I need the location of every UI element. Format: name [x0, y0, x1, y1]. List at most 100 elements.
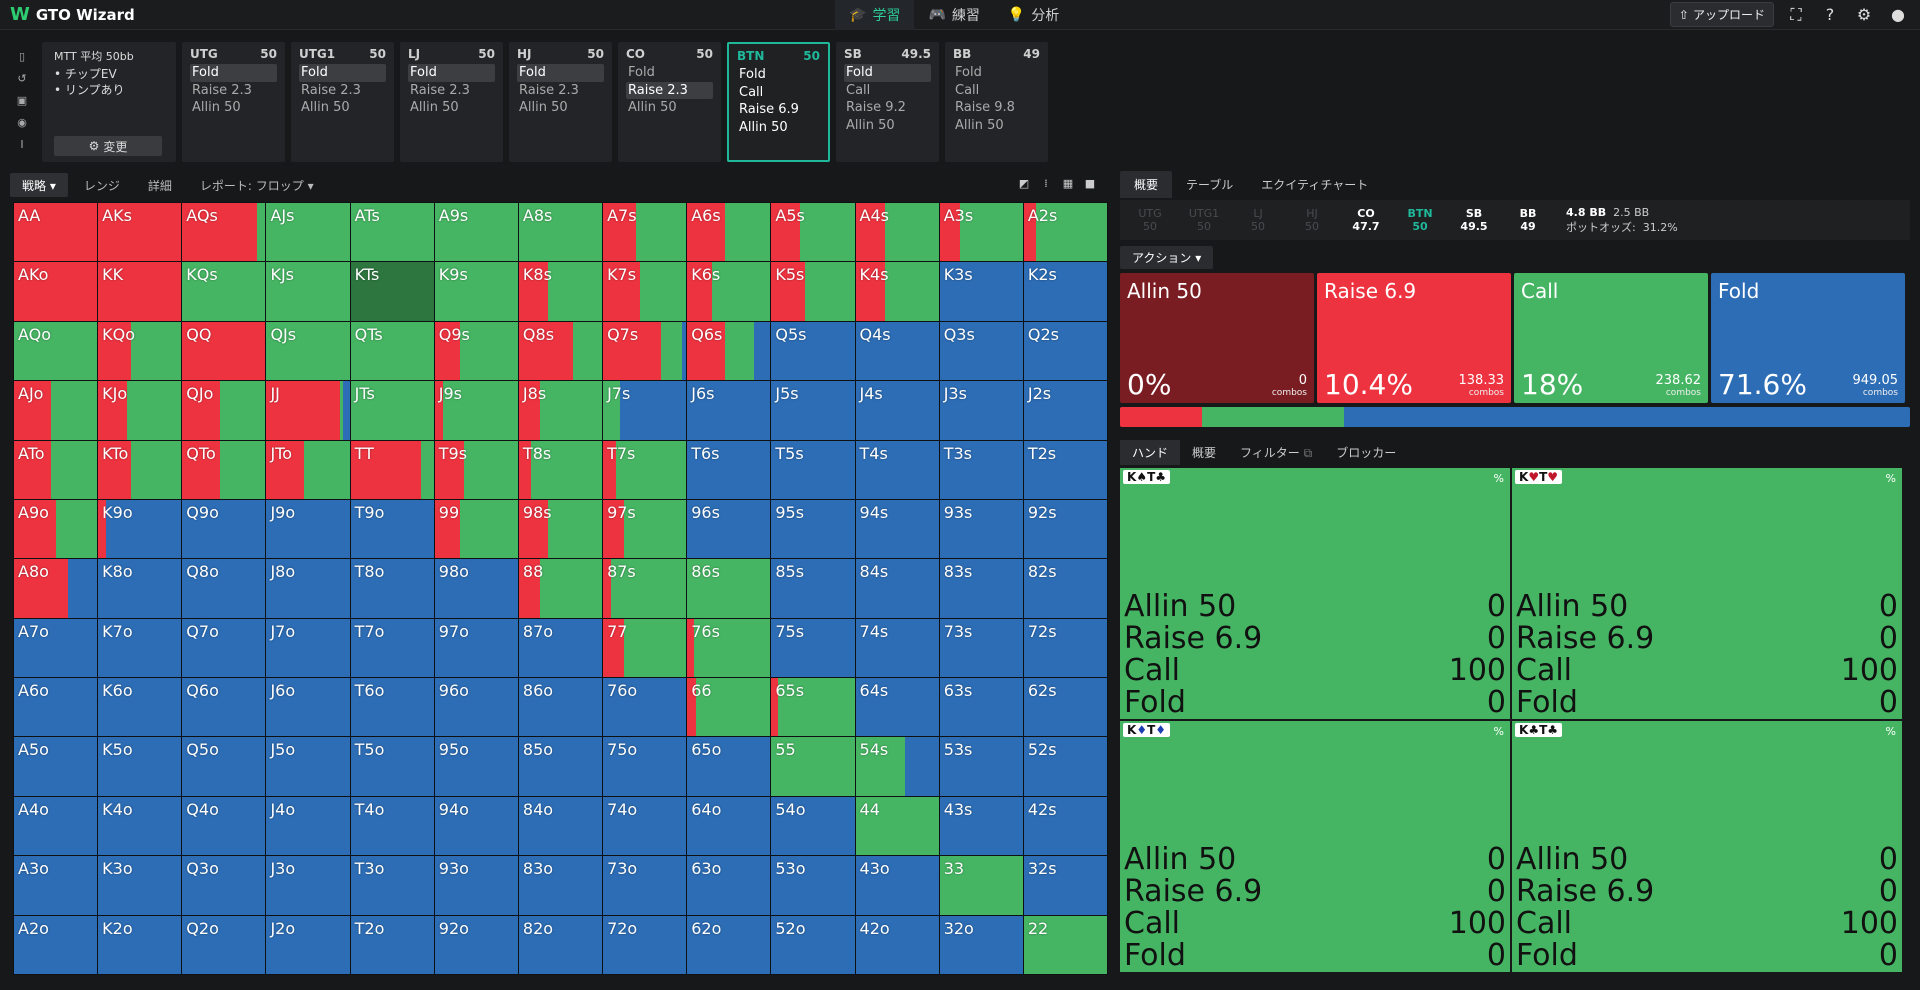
seat-action-option[interactable]: Raise 2.3 — [192, 82, 252, 98]
hand-cell[interactable]: T8o — [350, 559, 434, 618]
hand-cell[interactable]: A7o — [14, 618, 98, 678]
hand-cell[interactable]: K6o — [98, 678, 182, 737]
seat-action-option[interactable]: Fold — [844, 64, 931, 82]
hand-cell[interactable]: 62s — [1023, 678, 1107, 737]
hand-cell[interactable]: J9o — [266, 499, 350, 559]
hand-cell[interactable]: J4s — [855, 381, 939, 440]
hand-cell[interactable]: J2o — [266, 915, 350, 974]
seat-hj[interactable]: HJ 50 Fold Raise 2.3 Allin 50 — [509, 42, 612, 162]
seat-action-option[interactable]: Allin 50 — [955, 117, 1004, 133]
hand-cell[interactable]: AJs — [266, 203, 350, 262]
seat-action-option[interactable]: Allin 50 — [739, 119, 788, 135]
seat-action-option[interactable]: Fold — [628, 65, 655, 80]
hand-cell[interactable]: 85o — [518, 737, 603, 796]
tab-blocker[interactable]: ブロッカー — [1336, 445, 1397, 460]
tab-hand-overview[interactable]: 概要 — [1192, 445, 1217, 460]
hand-cell[interactable]: A8s — [518, 203, 603, 262]
hand-cell[interactable]: KJo — [98, 381, 182, 440]
hand-cell[interactable]: 22 — [1023, 915, 1107, 974]
seat-action-option[interactable]: Fold — [739, 67, 766, 82]
hand-cell[interactable]: 95o — [434, 737, 518, 796]
hand-cell[interactable]: 54s — [855, 737, 939, 796]
hand-cell[interactable]: 55 — [771, 737, 855, 796]
tab-strategy[interactable]: 戦略 ▾ — [10, 173, 68, 197]
seat-action-option[interactable]: Allin 50 — [301, 100, 350, 115]
hand-cell[interactable]: T2o — [350, 915, 434, 974]
hand-cell[interactable]: K7o — [98, 618, 182, 678]
position-bb[interactable]: BB 49 — [1502, 207, 1554, 233]
hand-combo-cell[interactable]: K♠T♣% Allin 50 0 Raise 6.9 0 Call 100 Fold 0 — [1120, 468, 1510, 719]
hand-cell[interactable]: A8o — [14, 559, 98, 618]
hand-cell[interactable]: A3o — [14, 856, 98, 915]
hand-cell[interactable]: Q2s — [1023, 321, 1107, 381]
hand-cell[interactable]: A9s — [434, 203, 518, 262]
hand-cell[interactable]: A4o — [14, 796, 98, 856]
hand-cell[interactable]: 54o — [771, 796, 855, 856]
position-btn[interactable]: BTN 50 — [1394, 207, 1446, 233]
hand-cell[interactable]: 75o — [603, 737, 687, 796]
hand-cell[interactable]: Q8s — [518, 321, 603, 381]
hand-cell[interactable]: 65s — [771, 678, 855, 737]
gear-icon[interactable]: ⚙ — [1856, 5, 1872, 24]
hand-cell[interactable]: KK — [98, 262, 182, 321]
hand-cell[interactable]: T4o — [350, 796, 434, 856]
seat-action-option[interactable]: Raise 9.2 — [846, 100, 906, 115]
hand-cell[interactable]: T8s — [518, 440, 603, 499]
gamepad-icon[interactable]: ◉ — [17, 115, 27, 129]
hand-cell[interactable]: 97o — [434, 618, 518, 678]
seat-action-option[interactable]: Fold — [299, 64, 386, 82]
user-icon[interactable]: ● — [1891, 5, 1905, 24]
seat-action-option[interactable]: Allin 50 — [192, 100, 241, 115]
hand-cell[interactable]: 53o — [771, 856, 855, 915]
hand-cell[interactable]: J8s — [518, 381, 603, 440]
hand-cell[interactable]: K8s — [518, 262, 603, 321]
hand-cell[interactable]: 86o — [518, 678, 603, 737]
seat-lj[interactable]: LJ 50 Fold Raise 2.3 Allin 50 — [400, 42, 503, 162]
hand-cell[interactable]: J7s — [603, 381, 687, 440]
seat-action-option[interactable]: Allin 50 — [519, 100, 568, 115]
hand-cell[interactable]: T7o — [350, 618, 434, 678]
upload-button[interactable]: ⇧ アップロード — [1669, 2, 1774, 27]
hand-cell[interactable]: K2o — [98, 915, 182, 974]
hand-cell[interactable]: T3s — [939, 440, 1023, 499]
hand-cell[interactable]: 43o — [855, 856, 939, 915]
tab-report[interactable]: レポート: フロップ ▾ — [199, 179, 314, 193]
hand-cell[interactable]: T5s — [771, 440, 855, 499]
hand-cell[interactable]: 84o — [518, 796, 603, 856]
hand-cell[interactable]: Q9o — [182, 499, 266, 559]
hand-cell[interactable]: Q7s — [603, 321, 687, 381]
hand-cell[interactable]: AQs — [182, 203, 266, 262]
seat-action-option[interactable]: Allin 50 — [410, 100, 459, 115]
hand-cell[interactable]: T4s — [855, 440, 939, 499]
hand-cell[interactable]: 44 — [855, 796, 939, 856]
hand-cell[interactable]: Q9s — [434, 321, 518, 381]
hand-cell[interactable]: QJs — [266, 321, 350, 381]
position-hj[interactable]: HJ 50 — [1286, 207, 1338, 233]
hand-cell[interactable]: A9o — [14, 499, 98, 559]
seat-action-option[interactable]: Raise 6.9 — [739, 102, 799, 117]
seat-bb[interactable]: BB 49 Fold Call Raise 9.8 Allin 50 — [945, 42, 1048, 162]
hand-cell[interactable]: K9s — [434, 262, 518, 321]
help-icon[interactable]: ? — [1825, 5, 1835, 24]
hand-cell[interactable]: 53s — [939, 737, 1023, 796]
hand-cell[interactable]: J8o — [266, 559, 350, 618]
hand-cell[interactable]: 88 — [518, 559, 603, 618]
hand-cell[interactable]: ATo — [14, 440, 98, 499]
hand-cell[interactable]: 93s — [939, 499, 1023, 559]
hand-cell[interactable]: K3o — [98, 856, 182, 915]
hand-cell[interactable]: K3s — [939, 262, 1023, 321]
hand-cell[interactable]: J7o — [266, 618, 350, 678]
hand-cell[interactable]: K4s — [855, 262, 939, 321]
hand-cell[interactable]: 87s — [603, 559, 687, 618]
hand-cell[interactable]: 98s — [518, 499, 603, 559]
screenshot-icon[interactable]: ⛶ — [1790, 4, 1802, 24]
tab-filter[interactable]: フィルター ⧉ — [1228, 440, 1324, 465]
seat-action-option[interactable]: Allin 50 — [628, 100, 677, 115]
hand-cell[interactable]: 62o — [687, 915, 771, 974]
hand-cell[interactable]: JTs — [350, 381, 434, 440]
seat-action-option[interactable]: Raise 2.3 — [519, 82, 579, 98]
seat-action-option[interactable]: Call — [955, 82, 980, 98]
seat-action-option[interactable]: Fold — [408, 64, 495, 82]
hand-cell[interactable]: A5o — [14, 737, 98, 796]
hand-cell[interactable]: 63o — [687, 856, 771, 915]
